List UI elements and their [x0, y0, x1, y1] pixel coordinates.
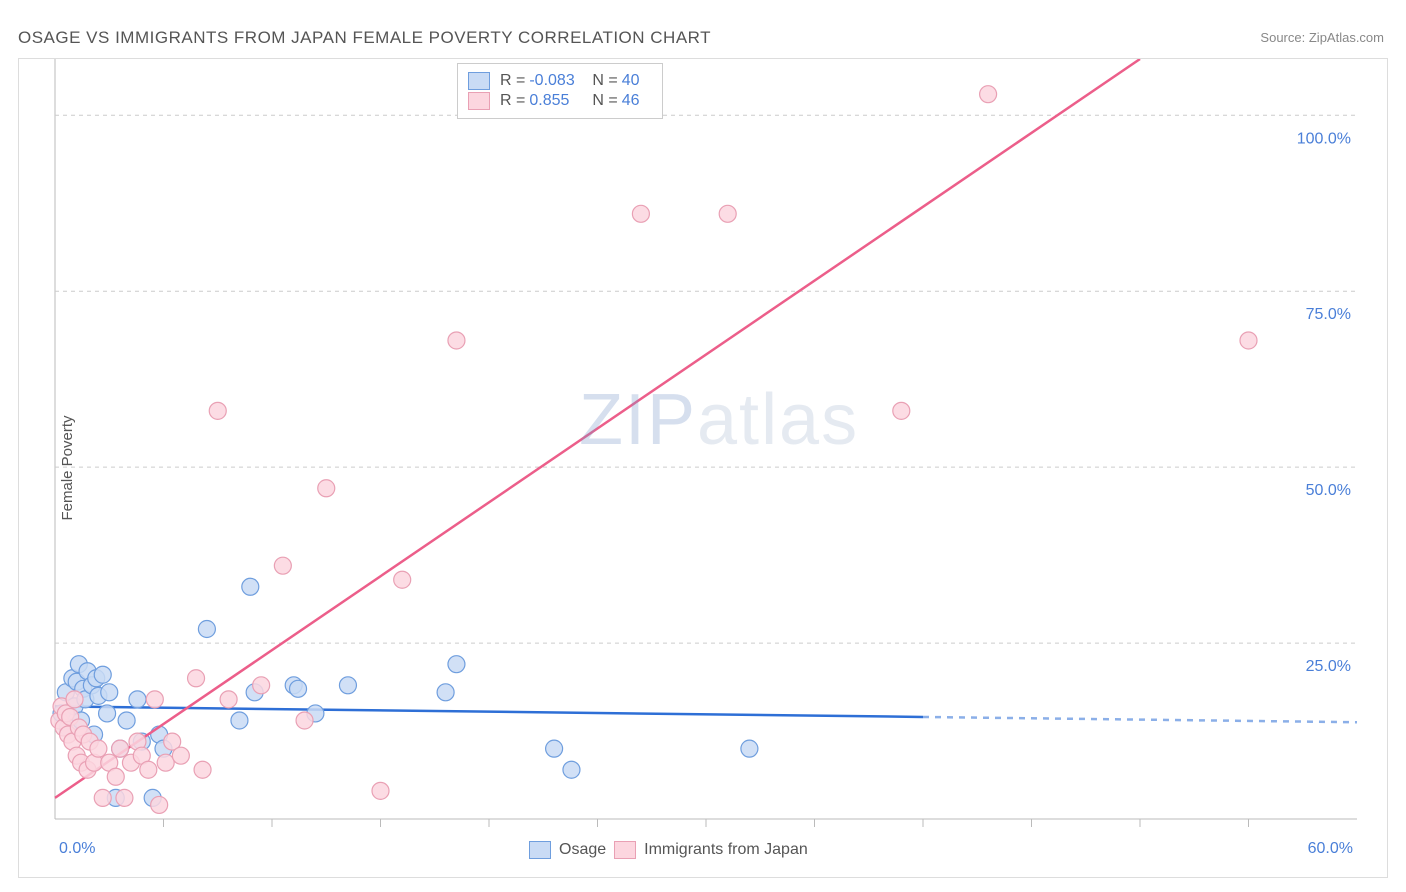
series-legend: OsageImmigrants from Japan	[529, 841, 808, 859]
scatter-chart: 25.0% 50.0% 75.0% 100.0% 0.0% 60.0%	[19, 59, 1389, 879]
source-attribution: Source: ZipAtlas.com	[1260, 30, 1384, 45]
svg-text:60.0%: 60.0%	[1308, 840, 1353, 857]
y-axis-label: Female Poverty	[59, 415, 76, 520]
svg-text:100.0%: 100.0%	[1297, 130, 1351, 147]
svg-text:0.0%: 0.0%	[59, 840, 95, 857]
chart-container: Female Poverty 25.0% 50.0% 75.0% 100.0% 0.0%…	[18, 58, 1388, 878]
correlation-stats-box: R =-0.083 N =40 R =0.855 N =46	[457, 63, 663, 119]
chart-title: OSAGE VS IMMIGRANTS FROM JAPAN FEMALE PO…	[18, 28, 711, 48]
svg-text:50.0%: 50.0%	[1306, 482, 1351, 499]
svg-text:25.0%: 25.0%	[1306, 658, 1351, 675]
svg-text:75.0%: 75.0%	[1306, 306, 1351, 323]
